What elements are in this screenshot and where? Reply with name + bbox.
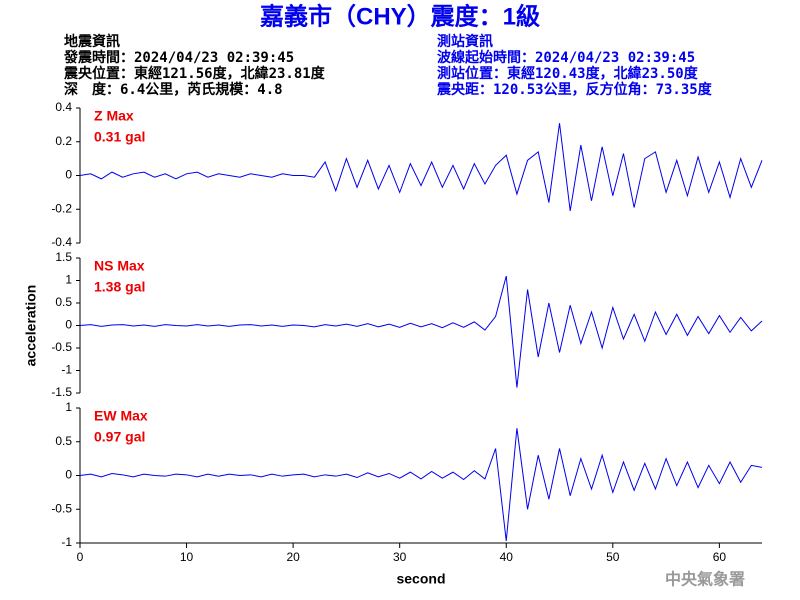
y-tick-label: -0.2 bbox=[51, 201, 72, 215]
panel-max: 0.31 gal bbox=[94, 129, 145, 145]
x-tick-label: 0 bbox=[77, 550, 84, 564]
header-text: 測站位置：東經120.43度，北緯23.50度 bbox=[437, 65, 699, 82]
y-tick-label: 1 bbox=[65, 400, 72, 414]
panel-label: NS Max bbox=[94, 258, 145, 274]
waveform bbox=[79, 428, 763, 542]
y-tick-label: 0.5 bbox=[55, 295, 72, 309]
header-text: 震央距：120.53公里，反方位角：73.35度 bbox=[436, 81, 713, 98]
header-text: 深 度：6.4公里，芮氏規模：4.8 bbox=[64, 81, 283, 98]
x-axis-label: second bbox=[396, 571, 445, 587]
y-tick-label: -1 bbox=[61, 363, 72, 377]
chart-title: 嘉義市（CHY）震度：1級 bbox=[260, 2, 540, 30]
header-text: 波線起始時間：2024/04/23 02:39:45 bbox=[437, 49, 695, 66]
x-tick-label: 40 bbox=[500, 550, 514, 564]
y-tick-label: -0.5 bbox=[51, 340, 72, 354]
y-tick-label: -0.5 bbox=[51, 501, 72, 515]
waveform bbox=[79, 275, 763, 388]
x-tick-label: 20 bbox=[286, 550, 300, 564]
y-tick-label: 0 bbox=[65, 318, 72, 332]
x-tick-label: 50 bbox=[606, 550, 620, 564]
header-text: 發震時間：2024/04/23 02:39:45 bbox=[63, 49, 294, 66]
panel-label: EW Max bbox=[94, 408, 148, 424]
y-tick-label: 0.4 bbox=[55, 100, 72, 114]
y-tick-label: -1.5 bbox=[51, 385, 72, 399]
y-tick-label: 0 bbox=[65, 168, 72, 182]
panel-max: 0.97 gal bbox=[94, 429, 145, 445]
y-tick-label: 0.2 bbox=[55, 134, 72, 148]
y-tick-label: 0.5 bbox=[55, 434, 72, 448]
panel-max: 1.38 gal bbox=[94, 279, 145, 295]
panel-label: Z Max bbox=[94, 108, 134, 124]
x-tick-label: 10 bbox=[180, 550, 194, 564]
y-tick-label: 1.5 bbox=[55, 250, 72, 264]
y-axis-label: acceleration bbox=[23, 285, 39, 367]
x-tick-label: 60 bbox=[713, 550, 727, 564]
header-text: 震央位置：東經121.56度，北緯23.81度 bbox=[63, 65, 326, 82]
footer: 中央氣象署 bbox=[665, 570, 745, 589]
header-text: 測站資訊 bbox=[437, 33, 493, 50]
waveform bbox=[79, 123, 763, 212]
x-tick-label: 30 bbox=[393, 550, 407, 564]
y-tick-label: -0.4 bbox=[51, 235, 72, 249]
y-tick-label: -1 bbox=[61, 535, 72, 549]
y-tick-label: 0 bbox=[65, 468, 72, 482]
header-text: 地震資訊 bbox=[64, 33, 120, 50]
y-tick-label: 1 bbox=[65, 273, 72, 287]
